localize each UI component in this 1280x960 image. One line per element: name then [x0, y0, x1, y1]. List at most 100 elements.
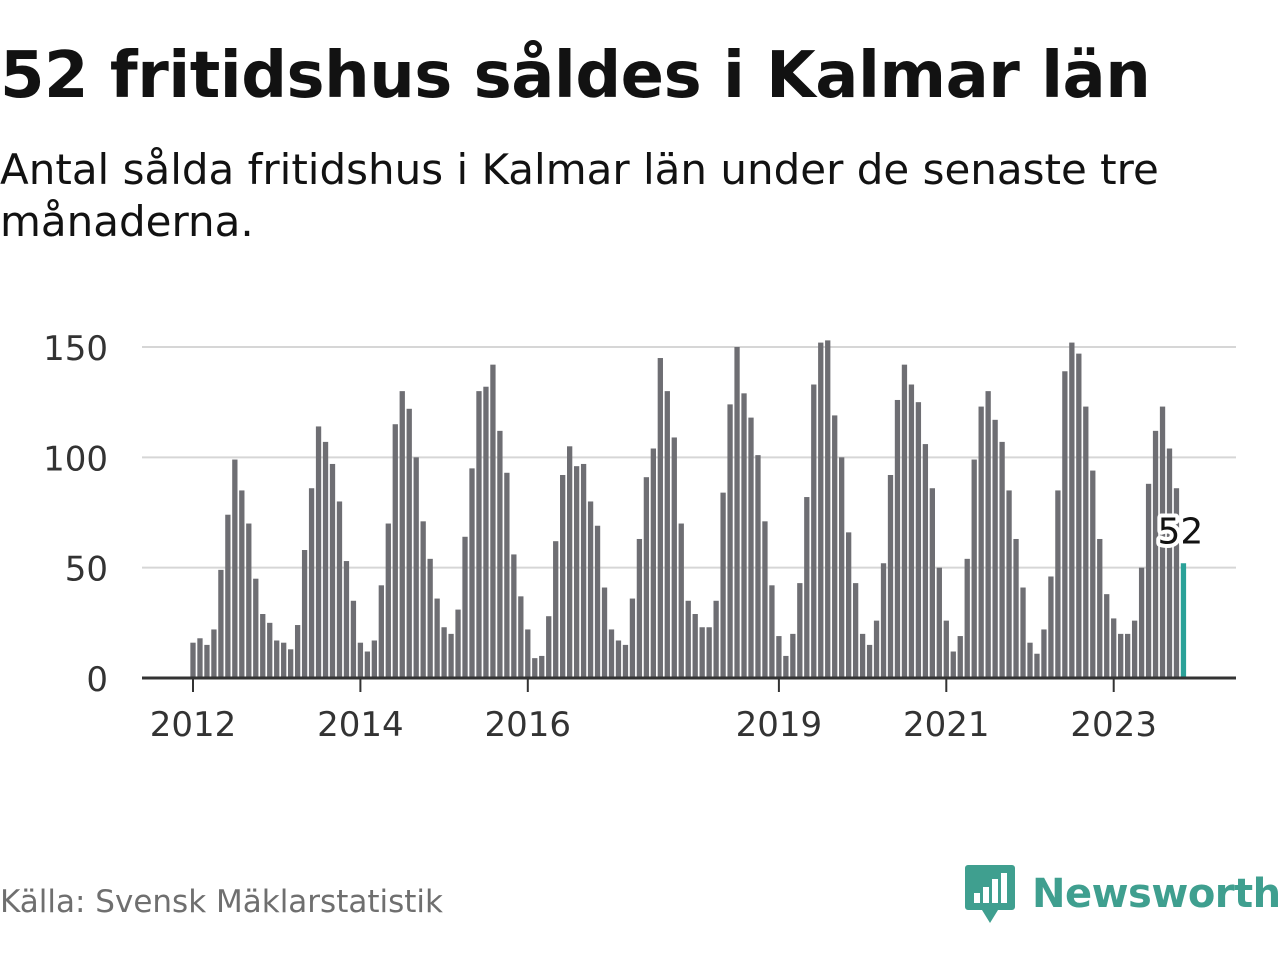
source-note: Källa: Svensk Mäklarstatistik — [0, 884, 443, 920]
bar — [783, 655, 789, 678]
bar — [727, 404, 733, 678]
x-tick-label: 2019 — [736, 705, 823, 745]
bar — [1145, 483, 1152, 678]
bar — [497, 430, 503, 678]
bar — [364, 651, 371, 678]
bar — [288, 649, 294, 678]
bar — [1069, 342, 1075, 678]
bar — [267, 622, 273, 678]
bar — [615, 640, 622, 678]
x-tick-label: 2014 — [317, 705, 404, 745]
bar — [1104, 594, 1110, 678]
bar — [825, 340, 831, 678]
bar — [357, 642, 364, 678]
bar — [971, 459, 977, 678]
bar — [741, 393, 747, 678]
bar — [713, 600, 719, 678]
bar — [427, 558, 433, 678]
bar — [832, 415, 838, 678]
bar — [441, 627, 447, 678]
bar — [1006, 490, 1012, 678]
bar — [1097, 538, 1103, 678]
bar — [748, 417, 754, 678]
bar — [546, 616, 552, 678]
bar — [274, 640, 280, 678]
bar — [573, 466, 580, 678]
bar — [852, 583, 859, 678]
newsworthy-logo-icon — [965, 865, 1015, 923]
bar — [260, 614, 266, 678]
bar — [880, 563, 887, 678]
bar — [811, 384, 817, 678]
bar — [294, 625, 301, 678]
bar — [1034, 653, 1040, 678]
bar — [650, 448, 656, 678]
bar — [866, 644, 873, 678]
bar — [532, 658, 538, 678]
bar — [413, 457, 419, 678]
bar — [908, 384, 915, 678]
bar — [1152, 430, 1159, 678]
bar — [343, 561, 350, 678]
bar — [1138, 567, 1145, 678]
data-label: 52 — [1158, 511, 1204, 552]
bar — [232, 459, 238, 678]
brand-logo: Newsworthy — [964, 862, 1280, 926]
bar — [608, 629, 615, 678]
bar — [462, 536, 468, 678]
bar — [846, 532, 852, 678]
bar — [1020, 587, 1026, 678]
bar — [873, 620, 880, 678]
bar — [769, 585, 775, 678]
bar — [699, 627, 705, 678]
bar — [1062, 371, 1068, 678]
bar — [322, 441, 329, 678]
bar — [629, 598, 636, 678]
bar — [1055, 490, 1061, 678]
bar — [511, 554, 517, 678]
bar — [1083, 406, 1089, 678]
bar — [692, 614, 698, 678]
bar — [406, 408, 412, 678]
bar — [985, 391, 991, 678]
bar — [1048, 576, 1054, 678]
bar — [1013, 538, 1019, 678]
bar — [762, 521, 768, 678]
bar — [999, 441, 1005, 678]
bar — [915, 402, 922, 678]
bar — [790, 633, 796, 678]
bar — [1131, 620, 1138, 678]
bar — [978, 406, 984, 678]
bar — [315, 426, 322, 678]
bar — [1166, 448, 1173, 678]
bar — [957, 636, 963, 678]
chart-subtitle: Antal sålda fritidshus i Kalmar län unde… — [0, 145, 1159, 246]
bar — [950, 651, 956, 678]
bar — [1027, 642, 1033, 678]
bar — [839, 457, 845, 678]
bar — [350, 600, 357, 678]
bar — [371, 640, 377, 678]
bar — [720, 492, 726, 678]
bar — [539, 655, 545, 678]
bar — [755, 455, 761, 678]
y-tick-label: 150 — [43, 329, 108, 369]
x-tick-label: 2012 — [150, 705, 237, 745]
bar — [281, 642, 287, 678]
bar — [1041, 629, 1047, 678]
bar — [678, 523, 684, 678]
bar — [706, 627, 712, 678]
bar — [643, 477, 650, 678]
bar — [308, 488, 315, 678]
bar — [936, 567, 942, 678]
y-tick-label: 100 — [43, 439, 108, 479]
bar — [239, 490, 245, 678]
bar — [518, 596, 524, 678]
bar — [1173, 488, 1180, 678]
bar — [943, 620, 949, 678]
bar — [1118, 633, 1124, 678]
bar — [636, 538, 643, 678]
bar — [476, 391, 482, 678]
bar — [734, 347, 740, 678]
